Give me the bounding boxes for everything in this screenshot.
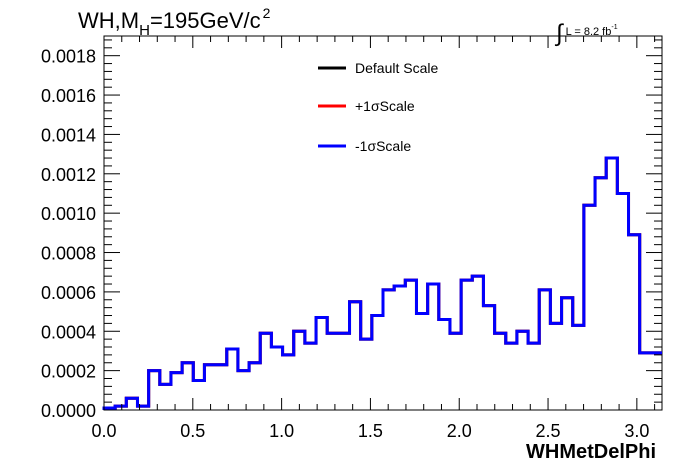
histogram-series-0: [102, 156, 662, 410]
legend-label: -1σScale: [355, 138, 411, 154]
y-tick-label: 0.0016: [41, 86, 96, 106]
y-tick-label: 0.0008: [41, 244, 96, 264]
x-tick-label: 1.5: [358, 421, 383, 441]
x-tick-label: 2.0: [447, 421, 472, 441]
x-tick-label: 2.5: [536, 421, 561, 441]
legend-label: +1σScale: [355, 98, 415, 114]
x-axis-label: WHMetDelPhi: [526, 441, 656, 463]
histogram-series-1: [102, 156, 662, 410]
x-tick-label: 3.0: [624, 421, 649, 441]
histogram-series-2: [102, 156, 662, 410]
y-tick-label: 0.0018: [41, 47, 96, 67]
y-tick-label: 0.0010: [41, 204, 96, 224]
x-tick-label: 0.0: [91, 421, 116, 441]
y-tick-label: 0.0012: [41, 165, 96, 185]
plot-title: WH,MH=195GeV/c 2: [78, 5, 271, 39]
legend-label: Default Scale: [355, 60, 438, 76]
y-tick-label: 0.0002: [41, 362, 96, 382]
y-tick-label: 0.0004: [41, 322, 96, 342]
x-tick-label: 0.5: [180, 421, 205, 441]
y-tick-label: 0.0006: [41, 283, 96, 303]
plot-frame: [103, 35, 663, 411]
y-tick-label: 0.0014: [41, 125, 96, 145]
y-tick-label: 0.0000: [41, 401, 96, 421]
x-tick-label: 1.0: [269, 421, 294, 441]
luminosity-label: ∫ L = 8.2 fb-1: [556, 20, 618, 47]
